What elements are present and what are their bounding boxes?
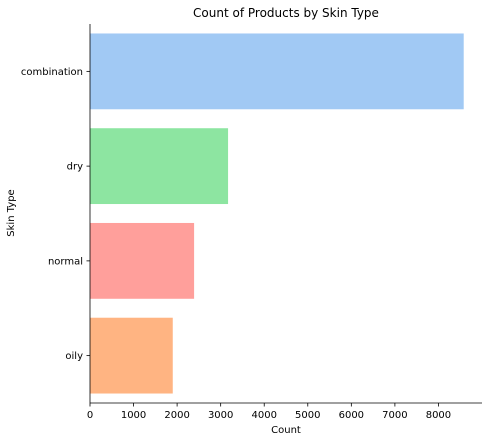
bar-normal bbox=[90, 223, 194, 299]
x-axis-label: Count bbox=[271, 425, 301, 436]
x-tick-label: 8000 bbox=[426, 410, 451, 421]
x-tick-label: 2000 bbox=[164, 410, 189, 421]
x-tick-label: 7000 bbox=[382, 410, 407, 421]
x-tick-label: 3000 bbox=[208, 410, 233, 421]
x-tick-label: 6000 bbox=[339, 410, 364, 421]
x-ticks-group: 0 1000 2000 3000 4000 5000 6000 7000 8000 bbox=[87, 403, 451, 421]
y-tick-label: normal bbox=[48, 256, 83, 267]
bar-combination bbox=[90, 33, 464, 109]
x-tick-label: 0 bbox=[87, 410, 93, 421]
y-tick-label: dry bbox=[67, 162, 83, 173]
chart-title: Count of Products by Skin Type bbox=[193, 6, 379, 20]
bars-group bbox=[90, 33, 464, 393]
y-ticks-group: combination dry normal oily bbox=[21, 67, 90, 362]
bar-dry bbox=[90, 128, 228, 204]
bar-oily bbox=[90, 318, 173, 394]
x-tick-label: 5000 bbox=[295, 410, 320, 421]
x-tick-label: 1000 bbox=[121, 410, 146, 421]
y-axis-label: Skin Type bbox=[6, 189, 17, 236]
y-tick-label: oily bbox=[65, 351, 83, 362]
y-tick-label: combination bbox=[21, 67, 83, 78]
x-tick-label: 4000 bbox=[251, 410, 276, 421]
